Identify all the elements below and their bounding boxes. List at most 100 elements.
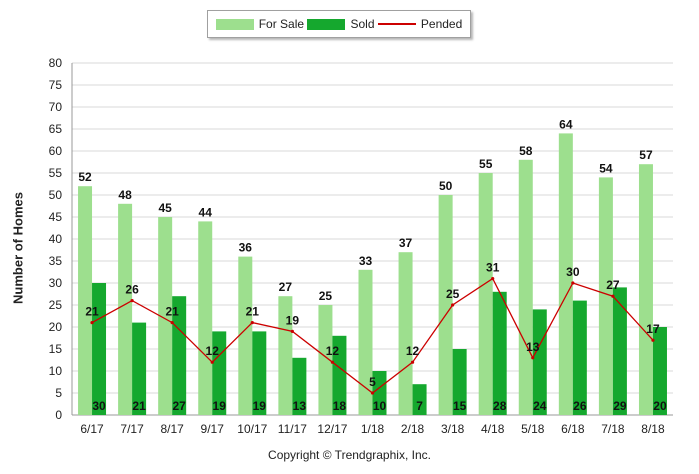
legend-label-for-sale: For Sale — [258, 17, 305, 31]
data-label-pended: 17 — [646, 322, 660, 336]
data-label-pended: 21 — [85, 305, 99, 319]
data-label-pended: 21 — [165, 305, 179, 319]
data-label-for-sale: 45 — [158, 201, 172, 215]
bar-for-sale — [398, 252, 413, 415]
data-label-for-sale: 25 — [319, 289, 333, 303]
data-label-pended: 12 — [326, 344, 340, 358]
data-label-for-sale: 36 — [239, 241, 253, 255]
legend-item-sold: Sold — [307, 17, 375, 31]
data-label-for-sale: 58 — [519, 144, 533, 158]
y-tick-label: 35 — [49, 254, 63, 268]
data-label-pended: 5 — [369, 375, 376, 389]
data-label-pended: 12 — [206, 344, 220, 358]
y-tick-label: 30 — [49, 276, 63, 290]
y-tick-label: 75 — [49, 78, 63, 92]
bar-for-sale — [558, 133, 573, 415]
bar-sold — [532, 309, 547, 415]
y-tick-label: 0 — [55, 408, 62, 422]
chart-legend: For Sale Sold Pended — [207, 10, 471, 38]
legend-label-sold: Sold — [350, 17, 375, 31]
data-label-pended: 13 — [526, 340, 540, 354]
bar-for-sale — [118, 203, 133, 415]
data-label-sold: 29 — [613, 399, 627, 413]
legend-label-pended: Pended — [420, 17, 463, 31]
bar-sold — [652, 327, 667, 415]
pended-point — [90, 321, 94, 325]
legend-swatch-pended — [377, 23, 416, 25]
y-tick-label: 10 — [49, 364, 63, 378]
y-tick-label: 50 — [49, 188, 63, 202]
pended-point — [611, 294, 615, 298]
bar-for-sale — [198, 221, 213, 415]
bar-sold — [372, 371, 387, 415]
pended-point — [410, 360, 415, 364]
data-label-sold: 28 — [493, 399, 507, 413]
data-label-pended: 30 — [566, 265, 580, 279]
pended-point — [210, 360, 214, 364]
data-label-for-sale: 48 — [118, 188, 132, 202]
data-label-pended: 27 — [606, 278, 620, 292]
pended-point — [130, 299, 134, 303]
bar-sold — [92, 283, 107, 415]
copyright-notice: Copyright © Trendgraphix, Inc. — [268, 448, 431, 462]
data-label-sold: 20 — [653, 399, 667, 413]
y-tick-label: 40 — [49, 232, 63, 246]
data-label-for-sale: 37 — [399, 236, 413, 250]
data-label-sold: 18 — [333, 399, 347, 413]
bar-for-sale — [598, 177, 613, 415]
bar-sold — [252, 331, 267, 415]
bar-sold — [292, 357, 307, 415]
data-label-for-sale: 44 — [199, 205, 213, 219]
data-label-sold: 26 — [573, 399, 587, 413]
data-label-sold: 10 — [373, 399, 387, 413]
bar-for-sale — [238, 256, 253, 415]
x-tick-label: 8/17 — [160, 422, 184, 436]
pended-point — [651, 338, 655, 342]
x-tick-label: 7/17 — [120, 422, 144, 436]
x-tick-label: 8/18 — [641, 422, 665, 436]
pended-point — [370, 391, 375, 395]
bar-sold — [572, 300, 587, 415]
y-tick-label: 60 — [49, 144, 63, 158]
pended-point — [531, 356, 535, 360]
data-label-for-sale: 54 — [599, 161, 613, 175]
bar-for-sale — [518, 159, 533, 415]
y-tick-label: 55 — [49, 166, 63, 180]
bar-for-sale — [78, 186, 93, 415]
y-tick-label: 70 — [49, 100, 63, 114]
data-label-pended: 21 — [246, 305, 260, 319]
data-label-for-sale: 55 — [479, 157, 493, 171]
x-tick-label: 6/18 — [561, 422, 585, 436]
pended-point — [571, 281, 575, 285]
pended-point — [170, 321, 174, 325]
pended-point — [250, 321, 254, 325]
x-tick-label: 9/17 — [201, 422, 225, 436]
data-label-pended: 25 — [446, 287, 460, 301]
data-label-sold: 7 — [416, 399, 423, 413]
data-label-sold: 13 — [293, 399, 307, 413]
y-tick-label: 45 — [49, 210, 63, 224]
y-axis-title: Number of Homes — [10, 192, 26, 304]
bar-sold — [492, 291, 507, 415]
data-label-sold: 21 — [132, 399, 146, 413]
data-label-sold: 19 — [213, 399, 227, 413]
bar-sold — [132, 322, 147, 415]
x-tick-label: 4/18 — [481, 422, 505, 436]
data-label-sold: 27 — [172, 399, 186, 413]
data-label-sold: 24 — [533, 399, 547, 413]
x-tick-label: 11/17 — [278, 422, 307, 436]
data-label-pended: 12 — [406, 344, 420, 358]
bar-sold — [332, 335, 347, 415]
bar-sold — [612, 287, 627, 415]
y-tick-label: 80 — [49, 56, 63, 70]
data-label-pended: 26 — [125, 283, 139, 297]
x-tick-label: 5/18 — [521, 422, 545, 436]
x-tick-label: 2/18 — [401, 422, 425, 436]
x-tick-label: 7/18 — [601, 422, 625, 436]
data-label-pended: 31 — [486, 261, 500, 275]
data-label-for-sale: 27 — [279, 280, 293, 294]
bar-for-sale — [638, 164, 653, 415]
data-label-for-sale: 33 — [359, 254, 373, 268]
